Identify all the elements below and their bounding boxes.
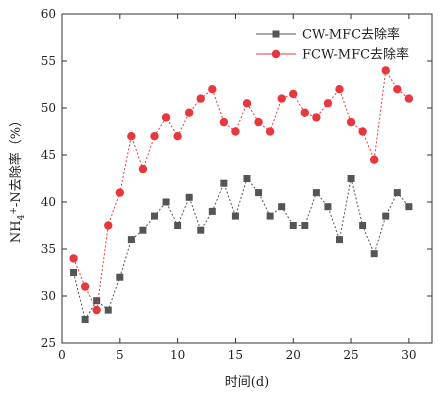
y-axis-label-part: NH (9, 220, 24, 243)
data-point (115, 188, 125, 197)
data-point (300, 108, 310, 117)
legend: CW-MFC去除率 FCW-MFC去除率 (256, 27, 409, 63)
data-point (184, 108, 194, 117)
data-point (197, 226, 205, 234)
data-point (369, 155, 379, 164)
data-point (359, 222, 367, 229)
data-point (346, 117, 356, 127)
data-point (116, 273, 124, 281)
data-point (139, 226, 147, 234)
series-2 (69, 66, 414, 315)
data-point (336, 236, 343, 244)
x-axis-label: 时间(d) (225, 375, 269, 390)
data-point (208, 85, 217, 94)
data-point (255, 189, 263, 197)
data-point (161, 113, 171, 122)
data-point (219, 117, 229, 127)
data-point (231, 212, 239, 220)
data-point (242, 99, 252, 108)
data-point (358, 127, 367, 136)
data-point (208, 207, 216, 215)
legend-label: CW-MFC去除率 (302, 27, 400, 43)
data-point (69, 254, 78, 263)
data-point (324, 203, 332, 211)
y-tick-label: 50 (41, 101, 56, 115)
data-point (185, 193, 193, 201)
x-tick-label: 0 (58, 348, 66, 362)
y-axis-label-part: + (9, 207, 19, 215)
y-tick-label: 35 (41, 242, 56, 256)
y-axis-label-part: -N去除率（%） (8, 114, 24, 207)
data-point (323, 99, 333, 108)
data-point (174, 222, 182, 229)
data-point (277, 94, 286, 103)
data-point (405, 203, 413, 211)
data-point (231, 127, 240, 136)
data-point (151, 212, 158, 220)
plot-area (69, 66, 414, 323)
x-tick-label: 20 (286, 348, 301, 362)
y-axis-label: NH4+-N去除率（%） (8, 114, 27, 243)
legend-marker (271, 49, 281, 59)
data-point (173, 132, 182, 141)
y-axis-label-part: 4 (17, 214, 27, 220)
data-point (92, 305, 101, 315)
legend-marker (272, 30, 280, 38)
x-tick-label: 10 (170, 348, 185, 362)
data-point (289, 222, 297, 229)
data-point (162, 198, 170, 206)
data-point (335, 85, 344, 94)
y-tick-label: 45 (41, 148, 56, 162)
series-1 (70, 175, 413, 323)
data-point (404, 94, 414, 103)
series-line (73, 68, 410, 312)
y-tick-label: 60 (41, 7, 56, 21)
data-point (70, 269, 78, 276)
data-point (278, 203, 286, 211)
data-point (254, 117, 263, 127)
x-tick-label: 30 (401, 348, 416, 362)
plot-frame (61, 13, 433, 344)
data-point (381, 66, 390, 75)
data-point (127, 236, 135, 244)
x-tick-label: 15 (228, 348, 243, 362)
axes: 0 5 10 15 20 25 30 25 30 35 40 45 50 55 60 (41, 7, 433, 362)
data-point (312, 189, 320, 197)
y-tick-label: 40 (41, 195, 56, 209)
data-point (80, 282, 90, 291)
data-point (312, 113, 321, 122)
x-tick-label: 5 (116, 348, 124, 362)
series-line (73, 177, 410, 321)
x-tick-label: 25 (343, 348, 358, 362)
data-point (93, 297, 101, 305)
data-point (266, 212, 274, 220)
data-point (265, 127, 275, 136)
y-tick-label: 30 (41, 289, 56, 303)
data-point (81, 316, 89, 323)
data-point (347, 175, 355, 182)
data-point (289, 89, 298, 99)
data-point (104, 306, 112, 314)
data-point (138, 164, 148, 174)
legend-label: FCW-MFC去除率 (302, 47, 409, 63)
data-point (104, 221, 113, 230)
data-point (301, 222, 309, 229)
y-tick-label: 25 (41, 336, 56, 350)
data-point (150, 132, 159, 141)
data-point (370, 250, 378, 258)
data-point (382, 212, 390, 220)
data-point (393, 189, 401, 197)
data-point (220, 179, 228, 187)
data-point (393, 85, 402, 94)
data-point (243, 175, 251, 182)
y-tick-label: 55 (41, 54, 56, 68)
data-point (196, 94, 205, 103)
data-point (127, 132, 136, 141)
